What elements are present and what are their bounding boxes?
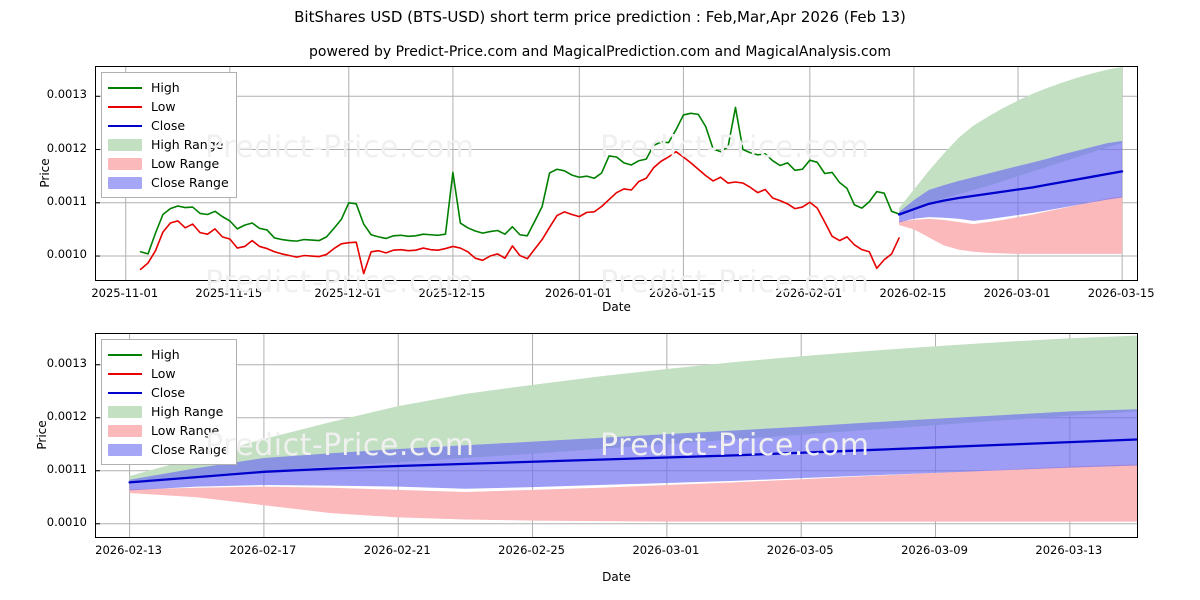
legend-line-swatch-icon — [108, 367, 142, 380]
legend-item-label: High Range — [151, 404, 224, 419]
legend-item-low-range: Low Range — [108, 154, 229, 173]
close-range-band — [129, 409, 1137, 491]
y-tick-label: 0.0010 — [46, 247, 87, 262]
low-price-line — [139, 150, 900, 275]
legend-item-label: Low Range — [151, 423, 220, 438]
legend-item-high: High — [108, 345, 229, 364]
legend-item-label: High — [151, 347, 180, 362]
x-tick-label: 2026-03-01 — [632, 543, 700, 557]
legend-item-low: Low — [108, 364, 229, 383]
x-tick-label: 2025-11-15 — [195, 286, 263, 300]
legend-item-low-range: Low Range — [108, 421, 229, 440]
overview-x-axis-label: Date — [602, 300, 631, 314]
legend-patch-swatch-icon — [108, 157, 142, 170]
x-tick-label: 2026-02-13 — [95, 543, 162, 557]
legend-patch-swatch-icon — [108, 443, 142, 456]
x-tick-label: 2025-11-01 — [91, 286, 159, 300]
legend-item-high: High — [108, 78, 229, 97]
legend-item-label: High — [151, 80, 180, 95]
x-tick-label: 2026-02-15 — [879, 286, 947, 300]
legend-item-label: Low — [151, 366, 176, 381]
x-tick-label: 2026-03-01 — [983, 286, 1051, 300]
legend-line-swatch-icon — [108, 386, 142, 399]
x-tick-label: 2026-01-01 — [544, 286, 612, 300]
legend-patch-swatch-icon — [108, 405, 142, 418]
legend-item-close: Close — [108, 383, 229, 402]
x-tick-label: 2026-03-13 — [1035, 543, 1103, 557]
legend-item-high-range: High Range — [108, 135, 229, 154]
x-tick-label: 2025-12-15 — [418, 286, 486, 300]
y-tick-label: 0.0011 — [46, 461, 87, 476]
y-tick-label: 0.0011 — [46, 193, 87, 208]
legend-item-label: Low Range — [151, 156, 220, 171]
x-tick-label: 2026-02-17 — [229, 543, 297, 557]
close-range-band — [899, 141, 1123, 223]
overview-legend: High Low Close High Range Low Range Close Ran… — [101, 72, 237, 198]
overview-plot-canvas — [96, 67, 1137, 280]
high-price-line — [139, 106, 900, 255]
overview-y-axis-label: Price — [38, 158, 52, 188]
legend-item-label: High Range — [151, 137, 224, 152]
x-tick-label: 2026-02-21 — [363, 543, 431, 557]
forecast-detail-chart-axes — [95, 333, 1138, 538]
x-tick-label: 2026-03-09 — [901, 543, 968, 557]
legend-patch-swatch-icon — [108, 424, 142, 437]
legend-item-low: Low — [108, 97, 229, 116]
x-tick-label: 2026-01-15 — [648, 286, 716, 300]
y-tick-label: 0.0013 — [46, 355, 87, 370]
overview-chart-axes — [95, 66, 1138, 281]
x-tick-label: 2026-02-01 — [775, 286, 843, 300]
legend-line-swatch-icon — [108, 100, 142, 113]
legend-item-close-range: Close Range — [108, 173, 229, 192]
close-price-line — [128, 438, 1137, 484]
x-tick-label: 2026-03-05 — [766, 543, 834, 557]
forecast-detail-plot-canvas — [96, 334, 1137, 537]
legend-line-swatch-icon — [108, 81, 142, 94]
legend-item-label: Close — [151, 118, 186, 133]
legend-item-close-range: Close Range — [108, 440, 229, 459]
page-title: BitShares USD (BTS-USD) short term price… — [294, 8, 906, 26]
legend-item-high-range: High Range — [108, 402, 229, 421]
legend-item-label: Close — [151, 385, 186, 400]
forecast-detail-legend: High Low Close High Range Low Range Close Ran… — [101, 339, 237, 465]
legend-item-label: Low — [151, 99, 176, 114]
legend-item-close: Close — [108, 116, 229, 135]
low-range-band — [899, 196, 1123, 254]
legend-patch-swatch-icon — [108, 138, 142, 151]
legend-line-swatch-icon — [108, 348, 142, 361]
legend-patch-swatch-icon — [108, 176, 142, 189]
y-tick-label: 0.0012 — [46, 140, 87, 155]
x-tick-label: 2025-12-01 — [314, 286, 382, 300]
y-tick-label: 0.0010 — [46, 514, 87, 529]
legend-item-label: Close Range — [151, 442, 229, 457]
legend-item-label: Close Range — [151, 175, 229, 190]
y-tick-label: 0.0013 — [46, 87, 87, 102]
high-range-band — [899, 67, 1123, 214]
x-tick-label: 2026-03-15 — [1087, 286, 1155, 300]
x-tick-label: 2026-02-25 — [498, 543, 565, 557]
forecast-detail-x-axis-label: Date — [602, 570, 631, 584]
page-subtitle: powered by Predict-Price.com and Magical… — [309, 44, 891, 60]
close-price-line — [897, 170, 1124, 216]
low-range-band — [129, 464, 1137, 522]
high-range-band — [129, 335, 1137, 482]
y-tick-label: 0.0012 — [46, 408, 87, 423]
legend-line-swatch-icon — [108, 119, 142, 132]
